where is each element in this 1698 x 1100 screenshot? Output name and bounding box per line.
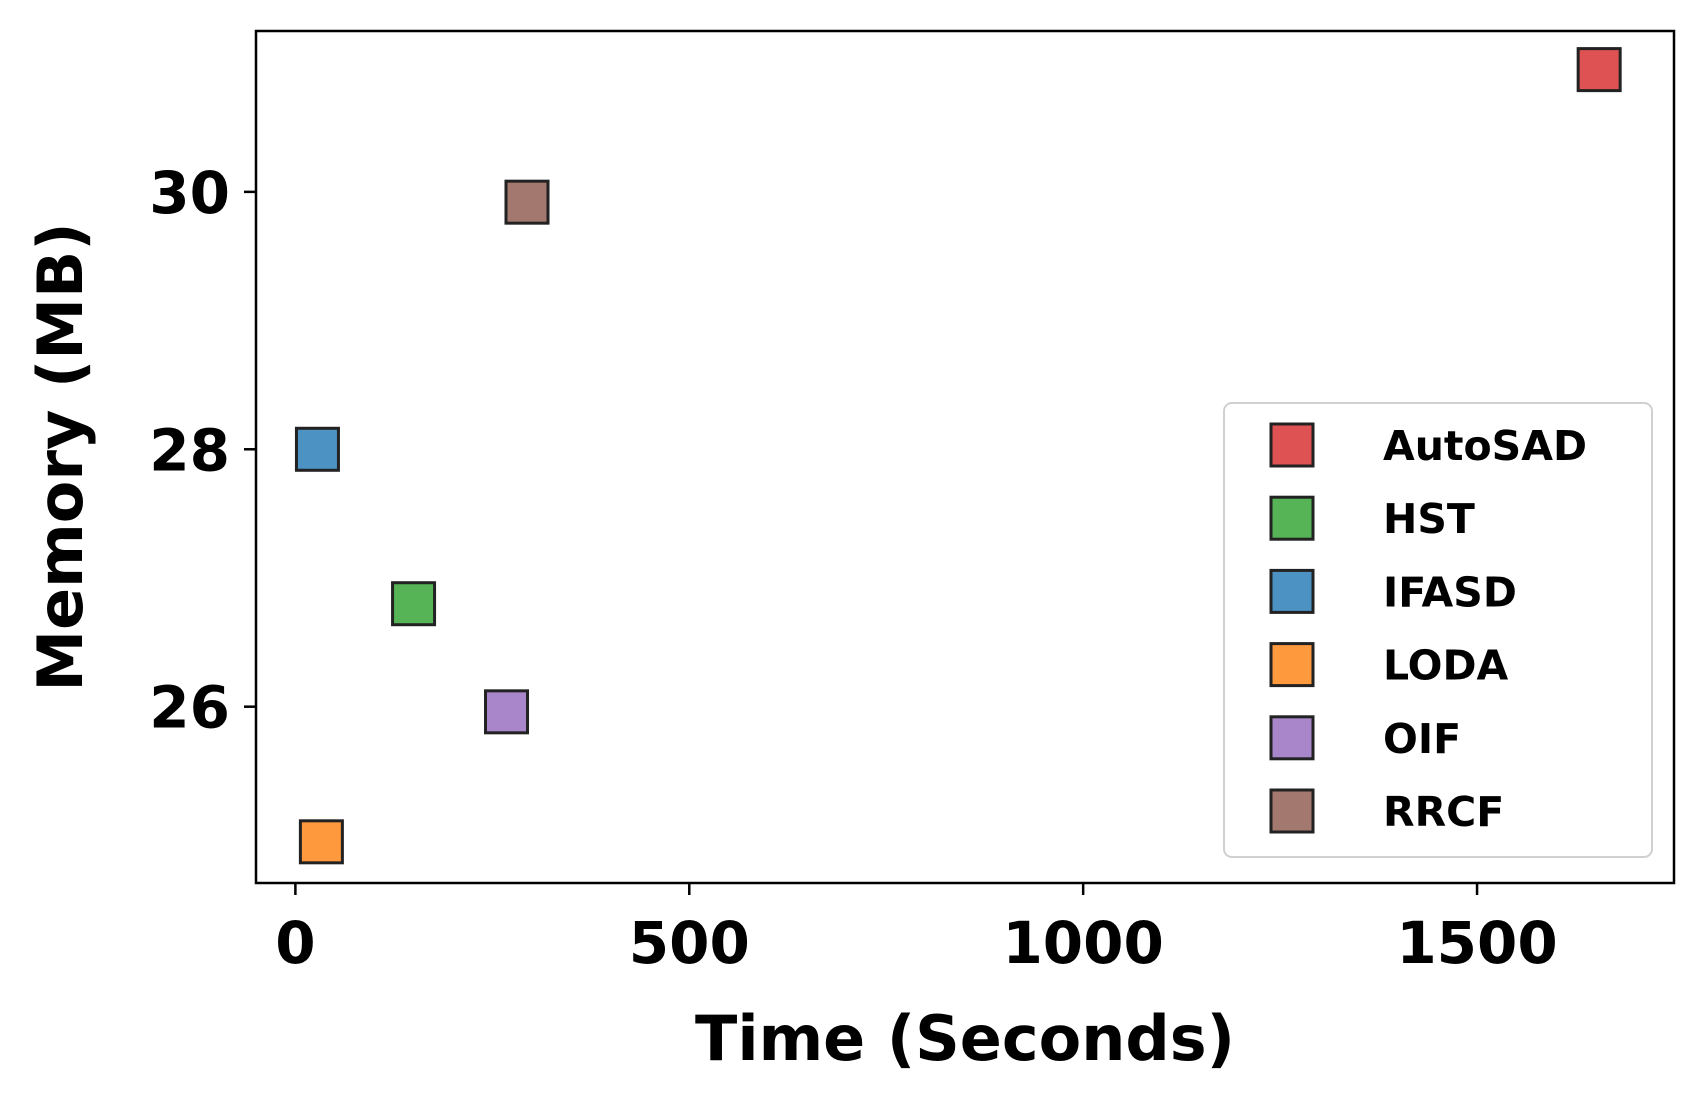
data-markers — [294, 47, 1622, 865]
plot-frame — [254, 29, 1676, 885]
y-tick-label: 28 — [149, 416, 230, 484]
legend-marker-rrcf — [1269, 788, 1315, 834]
point-ifasd — [294, 426, 340, 472]
x-tick-label: 1000 — [1002, 909, 1163, 977]
x-tick-label: 500 — [629, 909, 750, 977]
x-axis-label: Time (Seconds) — [695, 1002, 1235, 1075]
legend-marker-oif — [1269, 715, 1315, 761]
x-axis-ticks: 0 500 1000 1500 — [275, 883, 1558, 977]
legend-label-ifasd: IFASD — [1383, 568, 1517, 616]
x-tick-label: 0 — [275, 909, 315, 977]
legend-label-hst: HST — [1383, 495, 1475, 543]
legend-marker-loda — [1269, 642, 1315, 688]
y-tick-label: 26 — [149, 674, 230, 742]
legend-marker-hst — [1269, 495, 1315, 541]
point-loda — [298, 819, 344, 865]
x-tick-label: 1500 — [1396, 909, 1557, 977]
legend-marker-ifasd — [1269, 568, 1315, 614]
y-tick-label: 30 — [149, 159, 230, 227]
legend-label-loda: LODA — [1383, 642, 1509, 690]
point-oif — [484, 689, 530, 735]
point-rrcf — [504, 179, 550, 225]
legend-marker-autosad — [1269, 422, 1315, 468]
y-axis-label: Memory (MB) — [24, 222, 97, 691]
legend-label-autosad: AutoSAD — [1383, 422, 1587, 470]
legend-label-rrcf: RRCF — [1383, 788, 1504, 836]
legend-label-oif: OIF — [1383, 715, 1461, 763]
point-autosad — [1576, 47, 1622, 93]
point-hst — [391, 581, 437, 627]
y-axis-ticks: 26 28 30 — [149, 159, 256, 742]
legend-frame — [1223, 402, 1653, 858]
legend: AutoSAD HST IFASD LODA OIF RRCF — [1223, 402, 1653, 858]
